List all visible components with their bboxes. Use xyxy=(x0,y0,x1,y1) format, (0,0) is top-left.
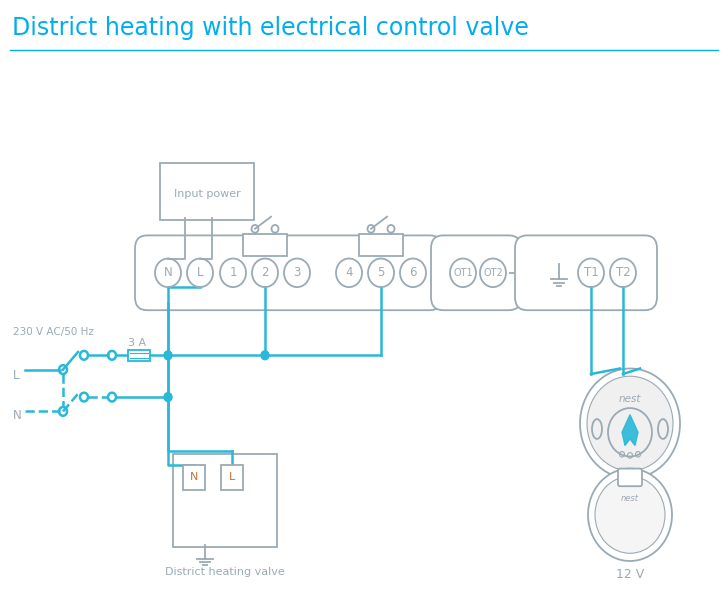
Text: nest: nest xyxy=(621,494,639,503)
Text: N: N xyxy=(164,266,173,279)
Text: 3: 3 xyxy=(293,266,301,279)
Text: nest: nest xyxy=(619,394,641,405)
Text: 5: 5 xyxy=(377,266,384,279)
Circle shape xyxy=(588,469,672,561)
FancyBboxPatch shape xyxy=(431,235,521,310)
Text: L: L xyxy=(197,266,203,279)
Text: L: L xyxy=(13,369,20,381)
FancyBboxPatch shape xyxy=(135,235,442,310)
FancyBboxPatch shape xyxy=(243,234,287,256)
Text: L: L xyxy=(229,472,235,482)
FancyBboxPatch shape xyxy=(221,465,243,489)
Circle shape xyxy=(587,376,673,471)
Circle shape xyxy=(164,393,172,402)
Text: T2: T2 xyxy=(616,266,630,279)
Text: Input power: Input power xyxy=(173,189,240,198)
Circle shape xyxy=(595,476,665,553)
Text: 2: 2 xyxy=(261,266,269,279)
Text: N: N xyxy=(190,472,198,482)
Text: 230 V AC/50 Hz: 230 V AC/50 Hz xyxy=(13,327,94,337)
Text: 3 A: 3 A xyxy=(128,338,146,348)
FancyBboxPatch shape xyxy=(515,235,657,310)
Text: 4: 4 xyxy=(345,266,353,279)
Text: N: N xyxy=(13,409,22,422)
Circle shape xyxy=(164,351,172,360)
Text: District heating with electrical control valve: District heating with electrical control… xyxy=(12,15,529,39)
FancyBboxPatch shape xyxy=(183,465,205,489)
Text: OT1: OT1 xyxy=(454,268,472,278)
Text: OT2: OT2 xyxy=(483,268,503,278)
Polygon shape xyxy=(622,415,638,446)
FancyBboxPatch shape xyxy=(128,350,150,361)
Circle shape xyxy=(580,368,680,479)
Text: 6: 6 xyxy=(409,266,416,279)
Text: T1: T1 xyxy=(584,266,598,279)
Text: District heating valve: District heating valve xyxy=(165,567,285,577)
Circle shape xyxy=(261,351,269,360)
FancyBboxPatch shape xyxy=(173,454,277,546)
Text: 12 V: 12 V xyxy=(616,568,644,581)
Text: 1: 1 xyxy=(229,266,237,279)
FancyBboxPatch shape xyxy=(618,469,642,486)
FancyBboxPatch shape xyxy=(359,234,403,256)
FancyBboxPatch shape xyxy=(160,163,254,220)
